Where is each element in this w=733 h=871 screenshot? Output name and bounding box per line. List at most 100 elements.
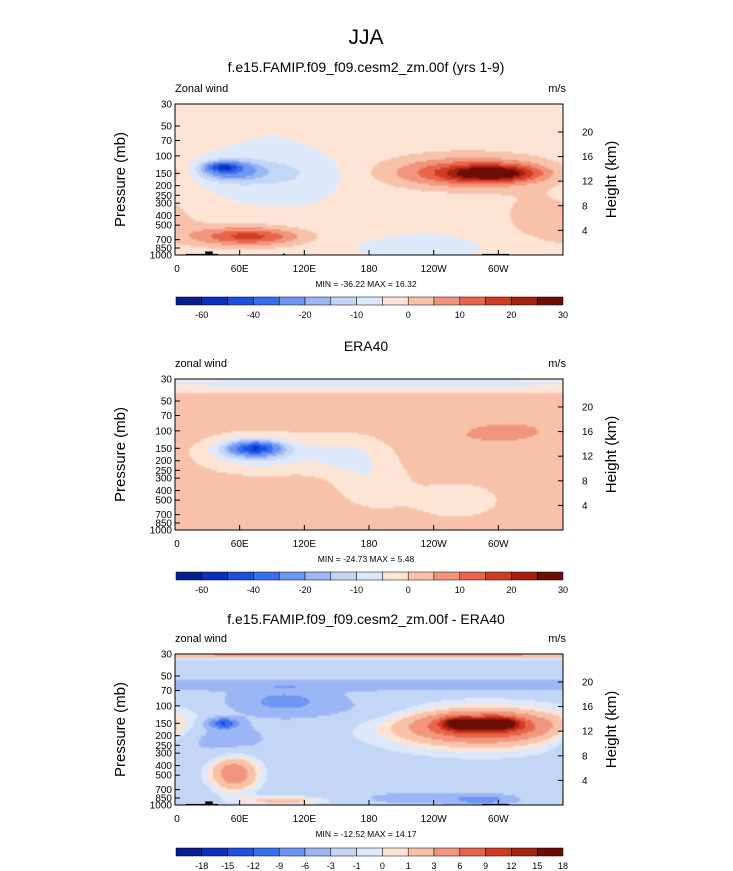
y-tick-label: 150 [155,444,172,455]
x-tick-label: 0 [174,539,180,550]
stats-label: MIN = -24.73 MAX = 5.48 [318,554,415,564]
x-tick-label: 60E [231,264,249,275]
units-label: m/s [548,83,566,95]
colorbar-swatch [356,847,383,857]
y2-axis-label: Height (km) [603,691,620,769]
colorbar-swatch [330,847,357,857]
x-tick-label: 120W [421,814,448,825]
colorbar-swatch [536,847,564,857]
y-tick-label: 50 [161,121,173,132]
colorbar-label: -40 [247,585,260,595]
colorbar-label: 20 [506,585,516,595]
colorbar-swatch [356,571,383,581]
colorbar-swatch [433,847,461,857]
colorbar-label: 0 [406,310,411,320]
y-tick-label: 30 [161,375,173,386]
y-tick-label: 300 [155,474,172,485]
colorbar-label: -20 [298,310,311,320]
y2-tick-label: 20 [582,677,594,688]
colorbar-label: 0 [380,861,385,871]
y-tick-label: 50 [161,671,173,682]
y-axis-label: Pressure (mb) [112,407,129,502]
topography-block [482,803,510,805]
colorbar-label: -6 [301,861,309,871]
colorbar-swatch [201,847,228,857]
colorbar-swatch [304,847,332,857]
x-tick-label: 120W [421,539,448,550]
y-tick-label: 150 [155,719,172,730]
y-tick-label: 850 [155,794,172,805]
colorbar-swatch [382,296,409,306]
y-tick-label: 250 [155,466,172,477]
colorbar-label: 10 [455,585,465,595]
y2-tick-label: 12 [582,727,594,738]
y2-tick-label: 16 [582,152,594,163]
colorbar-label: 30 [558,310,568,320]
colorbar-label: -60 [195,310,208,320]
y-tick-label: 250 [155,191,172,202]
topography-block [205,801,213,805]
y-tick-label: 30 [161,100,173,111]
colorbar-swatch [536,571,564,581]
colorbar-label: -15 [221,861,234,871]
colorbar-label: 30 [558,585,568,595]
y-tick-label: 500 [155,221,172,232]
colorbar-swatch [330,296,357,306]
colorbar-label: 1 [406,861,411,871]
colorbar-swatch [201,296,228,306]
panel-model: f.e15.FAMIP.f09_f09.cesm2_zm.00f (yrs 1-… [112,59,620,320]
y2-axis-label: Height (km) [603,141,620,219]
y-tick-label: 200 [155,181,172,192]
colorbar-swatch [227,571,254,581]
colorbar-label: -3 [327,861,335,871]
colorbar: -60 -40 -20 -10 0 10 20 30 [175,296,568,320]
colorbar: -18 -15 -12 -9 -6 -3 -1 0 1 3 6 9 12 15 18 [175,847,568,871]
colorbar-label: -18 [195,861,208,871]
contour-field [175,104,563,255]
y2-tick-label: 8 [582,476,588,487]
y-tick-label: 200 [155,456,172,467]
colorbar-label: 10 [455,310,465,320]
y-tick-label: 300 [155,749,172,760]
x-tick-label: 120E [293,539,317,550]
colorbar-swatch [511,571,538,581]
colorbar-swatch [330,571,357,581]
y-tick-label: 700 [155,785,172,796]
colorbar-label: -60 [195,585,208,595]
y-tick-label: 70 [161,411,173,422]
colorbar-swatch [536,296,564,306]
x-tick-label: 60W [488,264,509,275]
y-tick-label: 400 [155,486,172,497]
variable-label: Zonal wind [175,83,228,95]
colorbar-label: -9 [275,861,283,871]
colorbar-label: 20 [506,310,516,320]
y-tick-label: 1000 [150,801,173,812]
colorbar-label: 3 [431,861,436,871]
contour-field [175,379,563,530]
colorbar-swatch [227,847,254,857]
topography-block [185,803,219,805]
y-tick-label: 200 [155,731,172,742]
colorbar-swatch [278,571,306,581]
colorbar-label: -12 [247,861,260,871]
colorbar-swatch [485,847,512,857]
colorbar-swatch [459,296,486,306]
y-tick-label: 100 [155,701,172,712]
colorbar-label: -20 [298,585,311,595]
y2-tick-label: 12 [582,177,594,188]
colorbar-label: 9 [483,861,488,871]
variable-label: zonal wind [175,633,227,645]
y-tick-label: 300 [155,199,172,210]
y2-tick-label: 4 [582,776,588,787]
colorbar-swatch [407,296,435,306]
panel-title: ERA40 [344,338,389,354]
y-tick-label: 50 [161,396,173,407]
x-tick-label: 120W [421,264,448,275]
x-tick-label: 120E [293,814,317,825]
y-tick-label: 100 [155,151,172,162]
colorbar-swatch [485,571,512,581]
x-tick-label: 0 [174,814,180,825]
y-tick-label: 700 [155,235,172,246]
y2-tick-label: 8 [582,751,588,762]
